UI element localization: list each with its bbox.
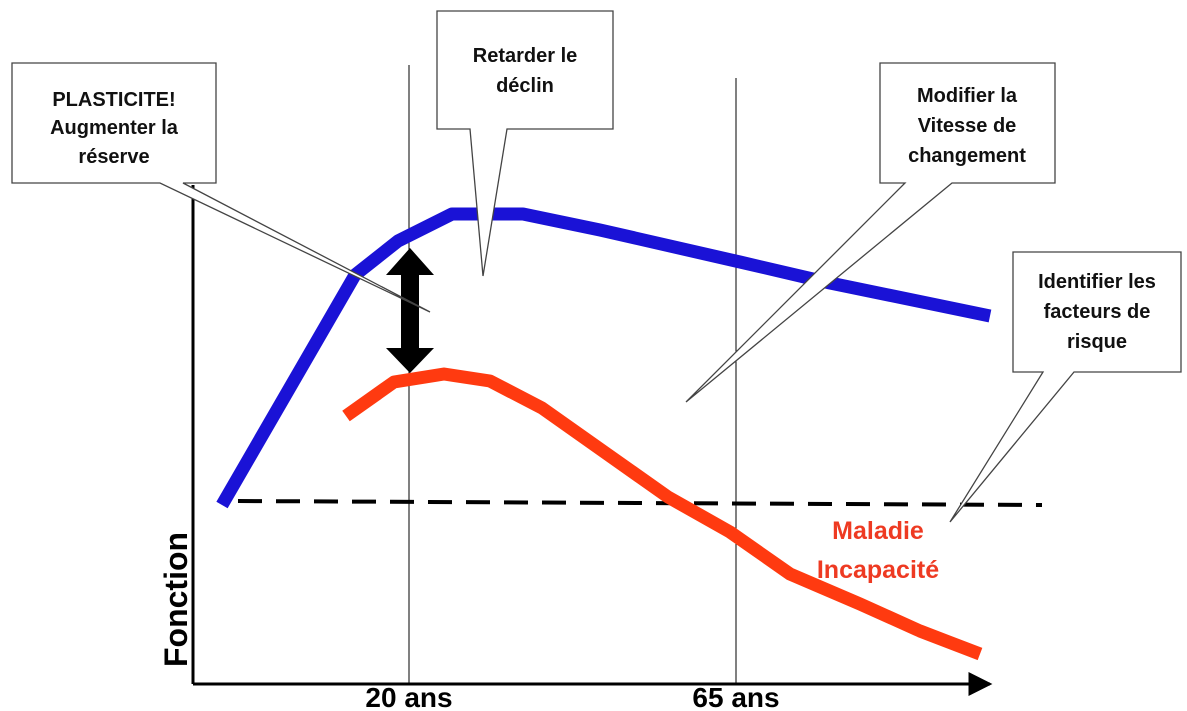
callout-modifier: Modifier la Vitesse de changement [685,62,1056,403]
callout-plasticite-line-3: réserve [78,146,149,168]
normal-function-curve [216,207,992,509]
callout-identifier-line-3: risque [1067,331,1127,353]
reserve-double-arrow [386,248,434,373]
x-tick-20-ans: 20 ans [365,682,452,711]
threshold-line [237,499,1043,507]
x-tick-65-ans: 65 ans [692,682,779,711]
callout-identifier: Identifier les facteurs de risque [949,251,1182,523]
incapacite-label: Incapacité [817,556,939,584]
callout-plasticite-line-2: Augmenter la [50,117,179,139]
callout-plasticite-line-1: PLASTICITE! [52,89,175,111]
callout-retarder-line-1: Retarder le [473,45,578,67]
y-axis-label: Fonction [158,532,194,667]
callout-modifier-line-3: changement [908,145,1026,167]
disease-function-curve [342,367,983,661]
callout-plasticite: PLASTICITE! Augmenter la réserve [11,62,431,313]
callout-retarder-line-2: déclin [496,75,554,97]
callout-modifier-line-1: Modifier la [917,85,1018,107]
callout-retarder: Retarder le déclin [436,10,614,277]
callout-identifier-line-1: Identifier les [1038,271,1156,293]
callout-identifier-line-2: facteurs de [1044,301,1151,323]
maladie-label: Maladie [832,517,924,545]
callout-modifier-line-2: Vitesse de [918,115,1017,137]
